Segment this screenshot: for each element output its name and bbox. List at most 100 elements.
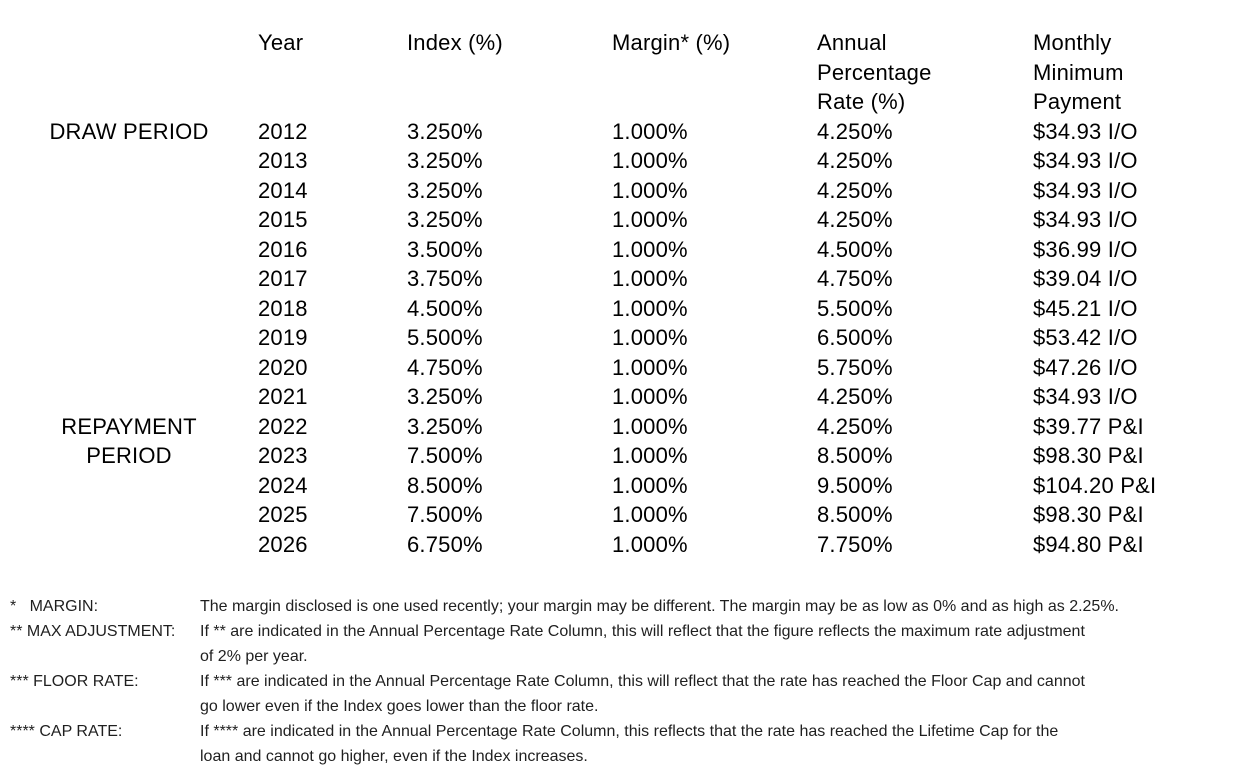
payment-cell: $34.93 I/O — [1033, 207, 1138, 232]
apr-cell: 5.500% — [817, 295, 893, 321]
footnote-text: The margin disclosed is one used recentl… — [200, 594, 1227, 619]
year-cell: 2017 — [258, 266, 308, 291]
index-cell: 4.750% — [407, 354, 483, 380]
apr-cell: 4.500% — [817, 236, 893, 262]
table-row: 2014 3.250% 1.000% 4.250% $34.93 I/O — [0, 176, 1237, 206]
footnote-label: ** MAX ADJUSTMENT: — [10, 623, 176, 640]
table-row: 2013 3.250% 1.000% 4.250% $34.93 I/O — [0, 146, 1237, 176]
period-label-cell — [0, 500, 258, 530]
payment-cell: $98.30 P&I — [1033, 443, 1144, 468]
apr-cell: 7.750% — [817, 531, 893, 557]
index-cell: 7.500% — [407, 443, 483, 468]
apr-cell: 4.750% — [817, 266, 893, 291]
column-header-index: Index (%) — [407, 28, 612, 117]
apr-cell: 9.500% — [817, 472, 893, 498]
column-header-apr: Annual Percentage Rate (%) — [817, 28, 1033, 117]
table-row: 2016 3.500% 1.000% 4.500% $36.99 I/O — [0, 235, 1237, 265]
table-body: DRAW PERIOD 2012 3.250% 1.000% 4.250% $34.93 … — [0, 117, 1237, 560]
footnote-text-line: If ** are indicated in the Annual Percen… — [200, 623, 1085, 640]
margin-cell: 1.000% — [612, 443, 688, 468]
margin-cell: 1.000% — [612, 207, 688, 232]
margin-cell: 1.000% — [612, 295, 688, 321]
index-cell: 5.500% — [407, 325, 483, 350]
margin-cell: 1.000% — [612, 236, 688, 262]
index-cell: 8.500% — [407, 472, 483, 498]
payment-cell: $53.42 I/O — [1033, 325, 1138, 350]
index-cell: 7.500% — [407, 502, 483, 527]
period-label-cell — [0, 264, 258, 294]
index-cell: 6.750% — [407, 531, 483, 557]
payment-cell: $34.93 I/O — [1033, 118, 1138, 144]
period-label-cell — [0, 382, 258, 412]
table-row: 2019 5.500% 1.000% 6.500% $53.42 I/O — [0, 323, 1237, 353]
period-label-cell — [0, 530, 258, 560]
period-label-cell — [0, 205, 258, 235]
period-label-cell: PERIOD — [86, 443, 172, 468]
payment-cell: $39.77 P&I — [1033, 413, 1144, 439]
year-cell: 2021 — [258, 384, 308, 409]
margin-cell: 1.000% — [612, 266, 688, 291]
column-header-payment-line: Monthly — [1033, 30, 1112, 55]
apr-cell: 4.250% — [817, 118, 893, 144]
index-cell: 3.250% — [407, 118, 483, 144]
index-cell: 3.250% — [407, 148, 483, 173]
footnote: ** MAX ADJUSTMENT: If ** are indicated in… — [0, 619, 1237, 669]
index-cell: 3.250% — [407, 177, 483, 203]
column-header-payment: Monthly Minimum Payment — [1033, 28, 1237, 117]
year-cell: 2014 — [258, 177, 308, 203]
column-header-apr-line: Percentage — [817, 59, 932, 85]
table-row: 2017 3.750% 1.000% 4.750% $39.04 I/O — [0, 264, 1237, 294]
column-header-margin: Margin* (%) — [612, 28, 817, 117]
footnote: * MARGIN: The margin disclosed is one use… — [0, 594, 1237, 619]
payment-cell: $94.80 P&I — [1033, 531, 1144, 557]
year-cell: 2018 — [258, 295, 308, 321]
column-header-period — [0, 28, 258, 117]
year-cell: 2019 — [258, 325, 308, 350]
footnote-text-line: of 2% per year. — [200, 648, 308, 665]
margin-cell: 1.000% — [612, 531, 688, 557]
margin-cell: 1.000% — [612, 502, 688, 527]
table-row: REPAYMENT 2022 3.250% 1.000% 4.250% $39.77 P&… — [0, 412, 1237, 442]
column-header-payment-line: Minimum — [1033, 59, 1124, 85]
table-row: 2018 4.500% 1.000% 5.500% $45.21 I/O — [0, 294, 1237, 324]
apr-cell: 4.250% — [817, 413, 893, 439]
margin-cell: 1.000% — [612, 177, 688, 203]
footnote: **** CAP RATE: If **** are indicated in t… — [0, 719, 1237, 769]
year-cell: 2026 — [258, 531, 308, 557]
footnote-label: **** CAP RATE: — [10, 723, 123, 740]
index-cell: 3.250% — [407, 413, 483, 439]
table-row: 2026 6.750% 1.000% 7.750% $94.80 P&I — [0, 530, 1237, 560]
period-label-cell — [0, 471, 258, 501]
year-cell: 2013 — [258, 148, 308, 173]
footnote-text: If *** are indicated in the Annual Perce… — [200, 669, 1227, 719]
period-label-cell — [0, 235, 258, 265]
year-cell: 2022 — [258, 413, 308, 439]
period-label-cell — [0, 323, 258, 353]
period-label-cell — [0, 353, 258, 383]
index-cell: 3.500% — [407, 236, 483, 262]
margin-cell: 1.000% — [612, 118, 688, 144]
table-row: PERIOD 2023 7.500% 1.000% 8.500% $98.30 P&I — [0, 441, 1237, 471]
table-row: 2021 3.250% 1.000% 4.250% $34.93 I/O — [0, 382, 1237, 412]
table-row: 2020 4.750% 1.000% 5.750% $47.26 I/O — [0, 353, 1237, 383]
apr-cell: 5.750% — [817, 354, 893, 380]
column-header-apr-line: Rate (%) — [817, 89, 906, 114]
year-cell: 2020 — [258, 354, 308, 380]
margin-cell: 1.000% — [612, 325, 688, 350]
footnote-text-line: If **** are indicated in the Annual Perc… — [200, 723, 1059, 740]
payment-cell: $34.93 I/O — [1033, 177, 1138, 203]
payment-cell: $34.93 I/O — [1033, 148, 1138, 173]
apr-cell: 4.250% — [817, 177, 893, 203]
margin-cell: 1.000% — [612, 148, 688, 173]
payment-cell: $104.20 P&I — [1033, 472, 1157, 498]
column-header-margin-line: Margin* (%) — [612, 30, 731, 55]
footnote-label: *** FLOOR RATE: — [10, 673, 139, 690]
apr-cell: 4.250% — [817, 384, 893, 409]
column-header-year: Year — [258, 28, 407, 117]
index-cell: 3.250% — [407, 384, 483, 409]
period-label-cell — [0, 176, 258, 206]
year-cell: 2024 — [258, 472, 308, 498]
index-cell: 4.500% — [407, 295, 483, 321]
payment-cell: $45.21 I/O — [1033, 295, 1138, 321]
